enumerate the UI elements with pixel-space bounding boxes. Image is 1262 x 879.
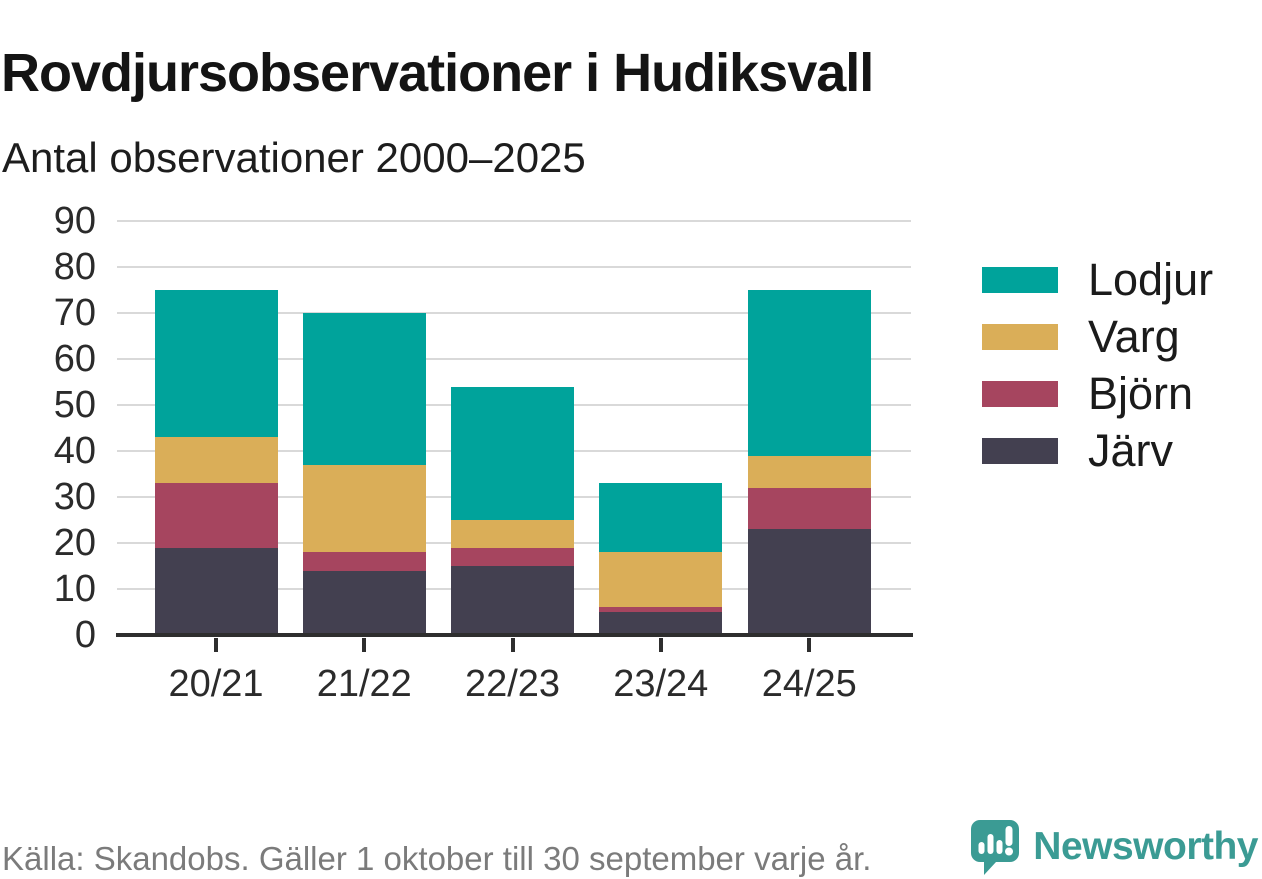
- brand-wordmark[interactable]: Newsworthy: [1033, 825, 1258, 868]
- legend-item-jarv: Järv: [982, 425, 1213, 476]
- legend-label: Varg: [1088, 311, 1180, 362]
- bar-segment-varg: [451, 520, 574, 548]
- x-axis-line: [116, 633, 913, 637]
- bar-segment-bjorn: [154, 483, 278, 548]
- x-axis-category-label: 23/24: [613, 663, 709, 705]
- bar-segment-bjorn: [302, 552, 426, 571]
- bar-segment-varg: [599, 552, 723, 608]
- legend-label: Järv: [1088, 425, 1174, 476]
- y-axis-tick-label: 30: [53, 476, 96, 518]
- gridline: [117, 312, 911, 314]
- chart-title: Rovdjursobservationer i Hudiksvall: [1, 43, 874, 104]
- legend-item-lodjur: Lodjur: [982, 254, 1213, 305]
- legend-swatch-bjorn: [982, 381, 1058, 407]
- x-axis-category-label: 20/21: [168, 663, 264, 705]
- newsworthy-speech-bubble-bar-chart-icon: [971, 820, 1020, 875]
- bar-segment-lodjur: [599, 483, 723, 553]
- legend-label: Lodjur: [1088, 254, 1214, 305]
- legend: Lodjur Varg Björn Järv: [982, 254, 1213, 486]
- bar-segment-jarv: [451, 566, 574, 635]
- legend-item-bjorn: Björn: [982, 368, 1213, 419]
- y-axis-tick-label: 40: [53, 430, 96, 472]
- bar-segment-varg: [154, 437, 278, 484]
- x-axis-tick: [510, 638, 515, 652]
- x-axis-category-label: 22/23: [464, 663, 561, 705]
- bar-segment-bjorn: [747, 487, 871, 530]
- y-axis-labels: 0 10 20 30 40 50 60 70 80 90: [0, 201, 96, 655]
- y-axis-tick-label: 50: [53, 384, 96, 426]
- x-axis-tick: [658, 638, 663, 652]
- legend-swatch-varg: [982, 324, 1058, 350]
- bar-segment-bjorn: [451, 547, 574, 566]
- legend-swatch-jarv: [982, 438, 1058, 464]
- y-axis-tick-label: 0: [74, 614, 96, 656]
- legend-item-varg: Varg: [982, 311, 1213, 362]
- x-axis-tick: [362, 638, 367, 652]
- bar-segment-jarv: [154, 547, 278, 635]
- y-axis-tick-label: 20: [53, 522, 96, 564]
- bar-segment-jarv: [747, 529, 871, 635]
- brand-logo[interactable]: Newsworthy: [969, 816, 1258, 878]
- bar-segment-lodjur: [154, 290, 278, 438]
- y-axis-tick-label: 60: [53, 338, 96, 380]
- y-axis-tick-label: 10: [53, 568, 96, 610]
- gridline: [117, 358, 911, 360]
- legend-label: Björn: [1088, 368, 1194, 419]
- x-axis-category-label: 24/25: [761, 663, 857, 705]
- bar-segment-bjorn: [599, 607, 723, 612]
- bar-segment-varg: [302, 464, 426, 553]
- chart-subtitle: Antal observationer 2000–2025: [2, 134, 586, 181]
- source-note: Källa: Skandobs. Gäller 1 oktober till 3…: [2, 840, 872, 877]
- bar-segment-lodjur: [747, 290, 871, 456]
- plot-area: 20/21 21/22 22/23 23/24 24/25: [116, 220, 913, 705]
- x-axis-tick: [807, 638, 812, 652]
- y-axis-tick-label: 70: [53, 292, 96, 334]
- bar-segment-jarv: [599, 612, 723, 635]
- legend-swatch-lodjur: [982, 267, 1058, 293]
- bar-segment-varg: [747, 455, 871, 488]
- gridline: [117, 220, 911, 223]
- bar-segment-lodjur: [451, 386, 574, 520]
- gridline: [117, 266, 911, 268]
- bar-segment-lodjur: [302, 313, 426, 465]
- y-axis-tick-label: 80: [53, 246, 96, 288]
- x-axis-category-label: 21/22: [316, 663, 412, 705]
- y-axis-tick-label: 90: [53, 200, 96, 242]
- x-axis-tick: [214, 638, 218, 652]
- bar-segment-jarv: [302, 570, 426, 635]
